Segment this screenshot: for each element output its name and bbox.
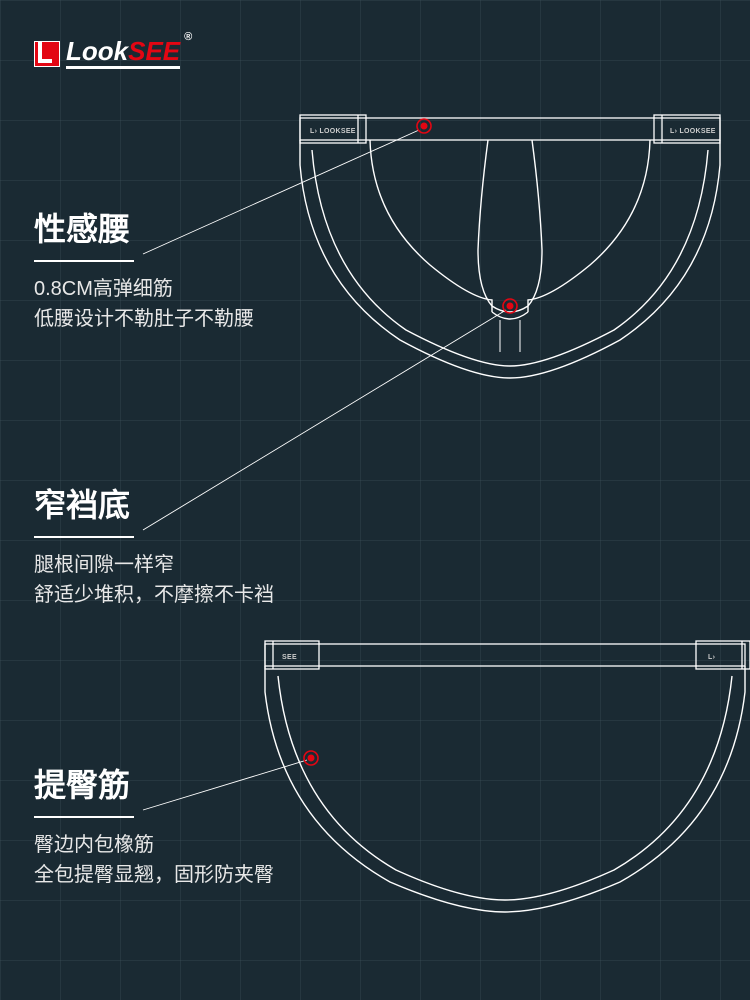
diagram-svg: L› LOOKSEE L› LOOKSEE bbox=[0, 0, 750, 1000]
band-label-right: L› LOOKSEE bbox=[670, 128, 716, 135]
back-outline bbox=[265, 666, 745, 912]
callout-markers bbox=[304, 119, 517, 765]
front-outline bbox=[300, 140, 720, 378]
band-label-left: L› LOOKSEE bbox=[310, 128, 356, 135]
leader-lines bbox=[143, 130, 506, 810]
waistband-front bbox=[300, 115, 720, 143]
band-label-back-left: SEE bbox=[282, 654, 297, 661]
waistband-back bbox=[265, 641, 750, 669]
band-label-back-right: L› bbox=[708, 654, 716, 661]
back-view-diagram: SEE L› bbox=[265, 641, 750, 912]
front-view-diagram: L› LOOKSEE L› LOOKSEE bbox=[300, 115, 720, 378]
